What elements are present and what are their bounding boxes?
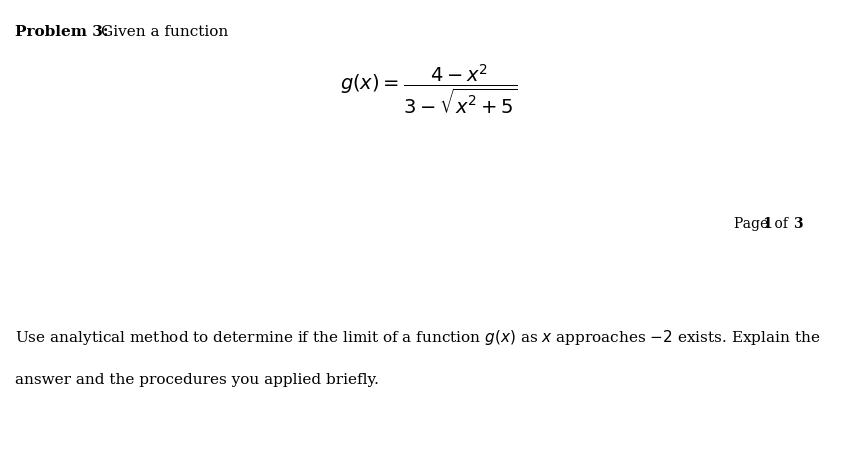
Text: Page: Page [734, 216, 772, 230]
Text: Use analytical method to determine if the limit of a function $g(x)$ as $x$ appr: Use analytical method to determine if th… [15, 327, 821, 346]
Text: 3: 3 [793, 216, 802, 230]
Text: 1: 1 [762, 216, 771, 230]
Text: Given a function: Given a function [101, 25, 228, 39]
Text: $g(x) = \dfrac{4 - x^2}{3 - \sqrt{x^2 + 5}}$: $g(x) = \dfrac{4 - x^2}{3 - \sqrt{x^2 + … [340, 63, 518, 117]
Text: answer and the procedures you applied briefly.: answer and the procedures you applied br… [15, 372, 379, 386]
Text: of: of [770, 216, 792, 230]
Text: Problem 3:: Problem 3: [15, 25, 109, 39]
